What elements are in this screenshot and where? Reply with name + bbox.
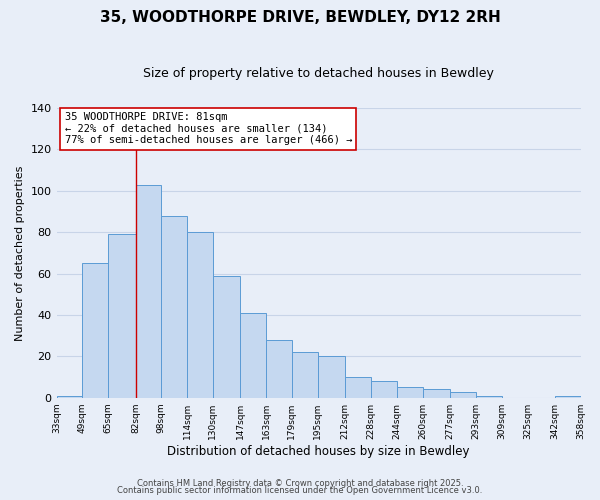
Bar (82, 263, 108, 398)
Bar (266, 340, 292, 398)
Bar (318, 356, 345, 398)
Bar (450, 392, 476, 398)
Text: 35, WOODTHORPE DRIVE, BEWDLEY, DY12 2RH: 35, WOODTHORPE DRIVE, BEWDLEY, DY12 2RH (100, 10, 500, 25)
Text: Contains HM Land Registry data © Crown copyright and database right 2025.: Contains HM Land Registry data © Crown c… (137, 478, 463, 488)
Bar (345, 377, 371, 398)
X-axis label: Distribution of detached houses by size in Bewdley: Distribution of detached houses by size … (167, 444, 470, 458)
Bar (187, 232, 213, 398)
Bar (108, 234, 136, 398)
Bar (292, 352, 318, 398)
Bar (241, 313, 266, 398)
Bar (397, 388, 422, 398)
Bar (555, 396, 581, 398)
Bar (56, 396, 82, 398)
Bar (422, 390, 450, 398)
Text: 35 WOODTHORPE DRIVE: 81sqm
← 22% of detached houses are smaller (134)
77% of sem: 35 WOODTHORPE DRIVE: 81sqm ← 22% of deta… (65, 112, 352, 146)
Bar (136, 184, 161, 398)
Bar (476, 396, 502, 398)
Title: Size of property relative to detached houses in Bewdley: Size of property relative to detached ho… (143, 68, 494, 80)
Bar (213, 276, 241, 398)
Bar (371, 381, 397, 398)
Text: Contains public sector information licensed under the Open Government Licence v3: Contains public sector information licen… (118, 486, 482, 495)
Bar (161, 216, 187, 398)
Y-axis label: Number of detached properties: Number of detached properties (15, 165, 25, 340)
